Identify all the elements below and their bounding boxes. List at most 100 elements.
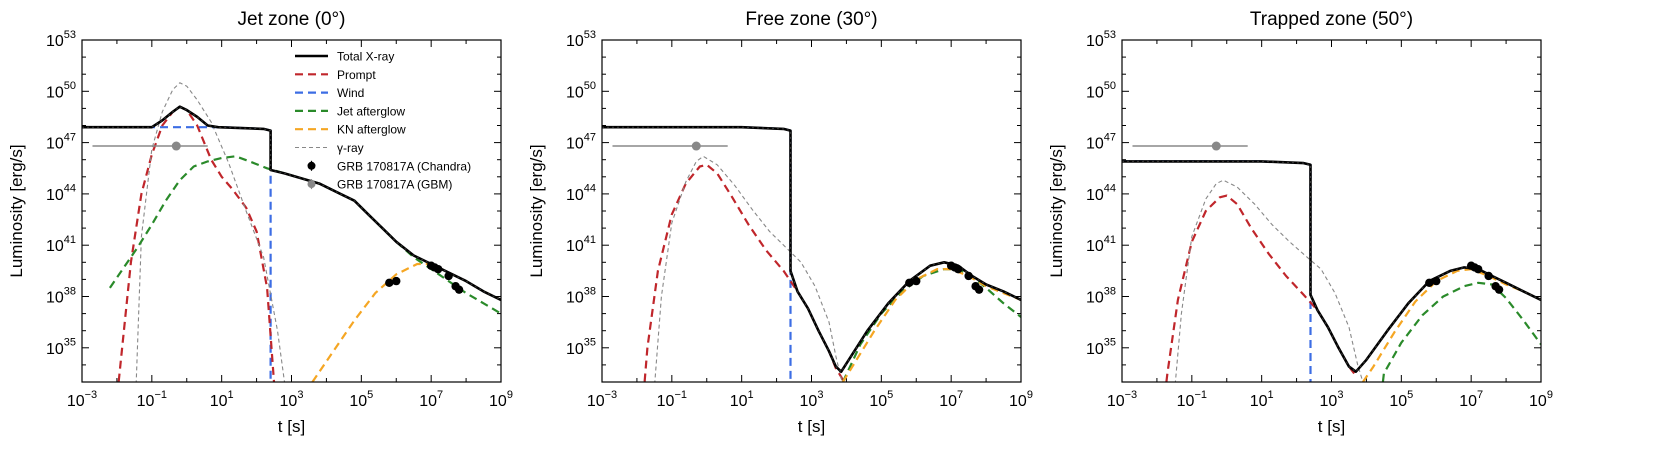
x-tick-label: 107 <box>939 389 963 410</box>
plot-area <box>1122 141 1541 382</box>
x-tick-label: 109 <box>1009 389 1033 410</box>
plot-area <box>82 82 501 382</box>
y-tick-label: 1044 <box>46 183 76 204</box>
chandra-point <box>905 278 914 288</box>
series-kn-afterglow-line <box>841 268 1021 382</box>
panel-3: Trapped zone (50°) 10−3 10−1 101 103 105 107 10… <box>1047 9 1553 436</box>
y-tick-label: 1035 <box>1086 337 1116 358</box>
x-tick-label: 103 <box>280 389 304 410</box>
x-tick-label: 10−1 <box>1177 389 1207 410</box>
chandra-point <box>974 285 984 294</box>
chandra-point <box>444 271 453 281</box>
gbm-point <box>691 141 701 151</box>
legend-label: GRB 170817A (GBM) <box>337 178 452 192</box>
y-tick-label: 1035 <box>566 337 596 358</box>
axes-frame <box>601 39 1022 383</box>
y-tick-label: 1038 <box>566 285 596 306</box>
x-tick-label: 103 <box>800 389 824 410</box>
gbm-point <box>171 141 181 151</box>
y-tick-label: 1053 <box>46 29 76 50</box>
y-tick-label: 1035 <box>46 337 76 358</box>
x-tick-label: 103 <box>1320 389 1344 410</box>
series-kn-afterglow-line <box>1361 268 1541 382</box>
axes-frame <box>1121 39 1542 383</box>
x-tick-label: 109 <box>1529 389 1553 410</box>
y-tick-label: 1041 <box>1086 234 1116 255</box>
y-tick-label: 1047 <box>46 131 76 152</box>
x-tick-label: 10−3 <box>1107 389 1137 410</box>
chandra-point <box>964 271 973 281</box>
plot-area <box>602 125 1021 382</box>
chandra-point <box>454 285 464 294</box>
y-tick-label: 1053 <box>566 29 596 50</box>
legend-item: GRB 170817A (GBM) <box>307 178 452 192</box>
legend-label: KN afterglow <box>337 123 406 137</box>
y-axis-label: Luminosity [erg/s] <box>527 144 546 277</box>
chandra-point <box>1473 264 1483 274</box>
panel-title: Jet zone (0°) <box>238 9 346 30</box>
chandra-point <box>1494 285 1504 294</box>
y-tick-label: 1038 <box>1086 285 1116 306</box>
series-ray-line <box>135 82 286 382</box>
y-tick-label: 1044 <box>1086 183 1116 204</box>
legend-marker <box>307 161 316 170</box>
x-tick-label: 107 <box>1459 389 1483 410</box>
legend-item: GRB 170817A (Chandra) <box>307 159 471 173</box>
chandra-point <box>1484 271 1493 281</box>
x-tick-label: 109 <box>489 389 513 410</box>
x-tick-label: 105 <box>869 389 893 410</box>
x-tick-label: 101 <box>730 389 754 410</box>
chandra-point <box>1432 276 1441 286</box>
legend-item: KN afterglow <box>295 123 406 137</box>
legend-item: γ-ray <box>295 141 364 155</box>
chandra-point <box>953 264 963 274</box>
panel-title: Trapped zone (50°) <box>1250 9 1413 30</box>
y-tick-label: 1050 <box>1086 80 1116 101</box>
x-tick-label: 10−3 <box>67 389 97 410</box>
legend-item: Total X-ray <box>295 50 394 64</box>
x-tick-label: 105 <box>349 389 373 410</box>
legend-label: Total X-ray <box>337 50 394 64</box>
y-tick-label: 1047 <box>1086 131 1116 152</box>
panel-2: Free zone (30°) 10−3 10−1 101 103 105 107 109 10… <box>527 9 1033 436</box>
series-total-x-ray-line <box>602 125 1021 373</box>
legend-label: GRB 170817A (Chandra) <box>337 159 471 173</box>
legend-marker <box>307 180 316 189</box>
panel-1: Jet zone (0°) 10−3 10−1 101 103 105 107 109 1035… <box>7 9 513 436</box>
chandra-point <box>433 264 443 274</box>
chandra-point <box>1425 278 1434 288</box>
y-tick-label: 1044 <box>566 183 596 204</box>
x-tick-label: 10−1 <box>137 389 167 410</box>
series-total-x-ray-dots <box>82 106 501 301</box>
series-ray-line <box>1174 179 1364 382</box>
legend: Total X-ray Prompt Wind Jet afterglow KN aft… <box>295 50 471 192</box>
x-axis-label: t [s] <box>798 417 825 436</box>
x-axis-label: t [s] <box>1318 417 1345 436</box>
y-axis-label: Luminosity [erg/s] <box>1047 144 1066 277</box>
x-tick-label: 101 <box>210 389 234 410</box>
y-tick-label: 1050 <box>46 80 76 101</box>
x-tick-label: 10−3 <box>587 389 617 410</box>
legend-item: Wind <box>295 86 364 100</box>
x-axis-label: t [s] <box>278 417 305 436</box>
y-tick-label: 1041 <box>46 234 76 255</box>
chandra-point <box>912 276 921 286</box>
x-tick-label: 101 <box>1250 389 1274 410</box>
legend-label: Prompt <box>337 68 376 82</box>
legend-item: Prompt <box>295 68 376 82</box>
x-tick-label: 105 <box>1389 389 1413 410</box>
x-tick-label: 107 <box>419 389 443 410</box>
y-tick-label: 1050 <box>566 80 596 101</box>
axes-frame <box>81 39 502 383</box>
y-tick-label: 1047 <box>566 131 596 152</box>
series-total-x-ray-dots <box>602 126 1021 373</box>
chandra-point <box>392 276 401 286</box>
series-prompt-line <box>117 105 276 382</box>
y-axis-label: Luminosity [erg/s] <box>7 144 26 277</box>
y-tick-label: 1041 <box>566 234 596 255</box>
series-ray-line <box>654 155 844 382</box>
legend-label: Jet afterglow <box>337 104 405 118</box>
chandra-point <box>385 278 394 288</box>
series-wind-line <box>82 126 272 382</box>
